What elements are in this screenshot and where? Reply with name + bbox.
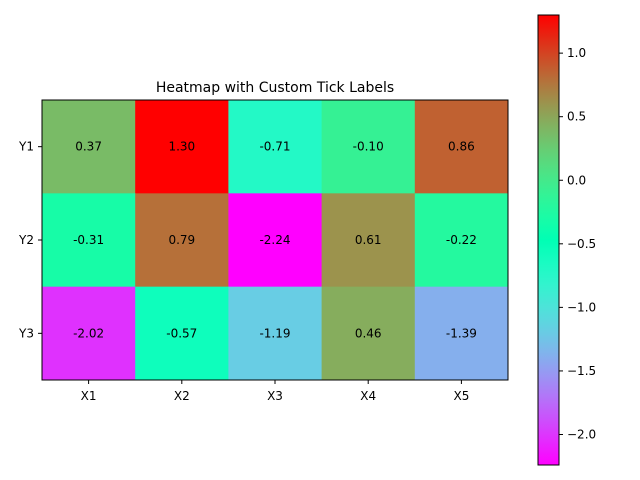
heatmap-cell — [135, 286, 229, 381]
heatmap-cell — [321, 100, 416, 194]
x-tick-label: X3 — [267, 389, 283, 403]
colorbar — [538, 15, 559, 465]
cell-value-label: -2.02 — [73, 326, 104, 340]
cell-value-label: 0.37 — [75, 140, 102, 154]
cell-value-label: -0.71 — [259, 140, 290, 154]
cell-value-label: -0.57 — [166, 326, 197, 340]
cell-value-label: -1.19 — [259, 326, 290, 340]
colorbar-tick-label: 0.5 — [567, 110, 586, 124]
cell-value-label: 0.86 — [448, 140, 475, 154]
heatmap-cell — [42, 100, 136, 194]
cell-value-label: -2.24 — [259, 233, 290, 247]
y-tick-label: Y1 — [18, 140, 34, 154]
colorbar-frame — [537, 14, 560, 466]
x-tick-label: X4 — [360, 389, 376, 403]
colorbar-tick-label: −2.0 — [567, 427, 596, 441]
heatmap-cell — [42, 193, 136, 288]
x-tick-label: X2 — [174, 389, 190, 403]
cell-value-label: 0.61 — [355, 233, 382, 247]
cell-value-label: -0.10 — [353, 140, 384, 154]
heatmap-cell — [321, 193, 416, 288]
heatmap-cell — [414, 100, 509, 194]
colorbar-tick-label: −1.0 — [567, 300, 596, 314]
chart-title: Heatmap with Custom Tick Labels — [156, 80, 394, 96]
x-tick-label: X5 — [453, 389, 469, 403]
cell-value-label: -0.31 — [73, 233, 104, 247]
cell-value-label: -1.39 — [446, 326, 477, 340]
colorbar-tick-label: −1.5 — [567, 364, 596, 378]
heatmap-cell-labels: 0.37 1.30 -0.71 -0.10 0.86 -0.31 0.79 -2.24 0.61… — [73, 140, 477, 341]
heatmap-cell — [135, 193, 229, 288]
y-tick-label: Y2 — [18, 233, 34, 247]
colorbar-tick-label: 0.0 — [567, 173, 586, 187]
heatmap-cell — [42, 286, 136, 381]
colorbar-tick-label: 1.0 — [567, 46, 586, 60]
heatmap-cell — [135, 100, 229, 194]
cell-value-label: -0.22 — [446, 233, 477, 247]
cell-value-label: 0.46 — [355, 326, 382, 340]
colorbar-tick-label: −0.5 — [567, 237, 596, 251]
heatmap-cell — [228, 193, 323, 288]
y-axis: Y1 Y2 Y3 — [18, 140, 42, 340]
heatmap-cell — [414, 286, 509, 381]
y-tick-label: Y3 — [18, 326, 34, 340]
heatmap-cell — [321, 286, 416, 381]
heatmap-cells — [42, 100, 509, 381]
heatmap-cell — [228, 286, 323, 381]
heatmap-cell — [228, 100, 323, 194]
x-tick-label: X1 — [81, 389, 97, 403]
cell-value-label: 1.30 — [168, 140, 195, 154]
colorbar-axis: −2.0 −1.5 −1.0 −0.5 0.0 0.5 1.0 — [559, 46, 596, 441]
heatmap-cell — [414, 193, 509, 288]
cell-value-label: 0.79 — [168, 233, 195, 247]
x-axis: X1 X2 X3 X4 X5 — [81, 380, 469, 403]
